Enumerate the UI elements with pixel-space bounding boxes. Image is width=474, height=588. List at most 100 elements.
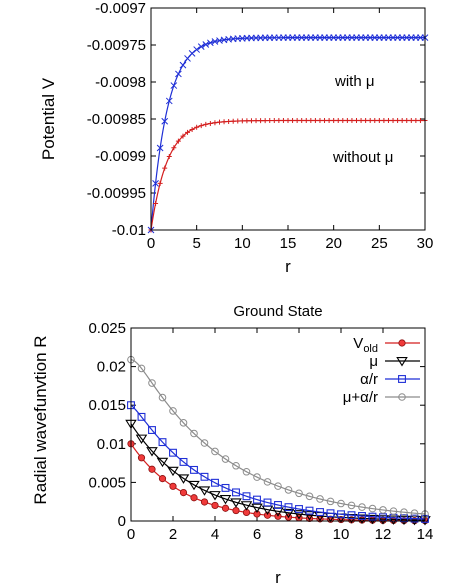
data-point-marker xyxy=(372,117,378,123)
data-point-marker xyxy=(337,510,345,519)
data-point-marker xyxy=(367,117,373,123)
data-point-marker xyxy=(253,495,261,504)
data-point-marker xyxy=(203,121,209,127)
data-point-marker xyxy=(294,117,300,123)
legend-label: α/r xyxy=(360,371,378,388)
data-point-marker xyxy=(189,126,195,132)
data-point-marker xyxy=(232,506,240,515)
data-point-marker xyxy=(152,179,159,187)
data-point-marker xyxy=(326,497,335,506)
data-point-marker xyxy=(358,117,364,123)
y-tick-label: -0.0097 xyxy=(95,0,146,17)
data-point-marker xyxy=(137,412,146,421)
data-point-marker xyxy=(410,509,419,517)
data-point-marker xyxy=(368,512,377,521)
data-point-marker xyxy=(148,426,156,434)
series-1 xyxy=(148,117,428,233)
data-point-marker xyxy=(156,144,164,152)
y-tick-label: 0.02 xyxy=(97,359,126,376)
data-point-marker xyxy=(263,478,272,486)
data-point-marker xyxy=(354,117,359,123)
data-point-marker xyxy=(175,138,181,144)
data-point-marker xyxy=(175,70,182,78)
legend-entry: μ+α/r xyxy=(343,389,420,406)
data-point-marker xyxy=(219,495,232,505)
ground-state-axis-ticks xyxy=(130,327,426,522)
data-point-marker xyxy=(137,364,146,373)
data-point-marker xyxy=(185,129,191,135)
legend-marker xyxy=(398,339,406,347)
data-point-marker xyxy=(235,118,241,124)
data-point-marker xyxy=(387,515,400,525)
legend-marker xyxy=(398,375,406,383)
x-tick-label: 15 xyxy=(280,235,297,252)
x-tick-label: 10 xyxy=(234,235,251,252)
data-point-marker xyxy=(179,419,188,427)
data-point-marker xyxy=(274,501,282,509)
data-point-marker xyxy=(244,118,250,124)
data-point-marker xyxy=(322,117,328,123)
legend-entry: α/r xyxy=(360,371,420,388)
data-point-marker xyxy=(335,117,341,123)
data-point-marker xyxy=(253,118,259,124)
data-point-marker xyxy=(284,486,293,494)
legend-entry: μ xyxy=(369,353,420,370)
data-point-marker xyxy=(400,514,408,523)
series-line xyxy=(150,37,425,231)
data-point-marker xyxy=(167,466,179,477)
data-point-marker xyxy=(251,503,263,514)
data-point-marker xyxy=(404,117,410,123)
y-tick-label: 0.025 xyxy=(88,320,126,337)
data-point-marker xyxy=(344,117,350,123)
data-point-marker xyxy=(135,434,148,444)
potential-y-axis-label: Potential V xyxy=(39,77,58,160)
data-point-marker xyxy=(263,511,272,519)
data-point-marker xyxy=(308,117,314,123)
data-point-marker xyxy=(379,506,387,514)
data-point-marker xyxy=(295,489,303,498)
data-point-marker xyxy=(317,117,323,123)
data-point-marker xyxy=(293,510,305,520)
data-point-marker xyxy=(303,117,309,123)
ground-state-x-axis-label: r xyxy=(275,568,281,587)
data-point-marker xyxy=(179,61,187,69)
data-point-marker xyxy=(337,499,345,508)
series-line xyxy=(150,119,425,231)
data-point-marker xyxy=(248,118,254,124)
legend-entry: Vold xyxy=(353,335,420,355)
data-point-marker xyxy=(390,117,396,123)
potential-chart: 0 5 10 15 20 25 30 -0.01 -0.00995 -0.0099 -0.00985… xyxy=(39,0,433,276)
data-point-marker xyxy=(389,507,398,515)
data-point-marker xyxy=(239,118,245,124)
y-tick-label: -0.0098 xyxy=(95,74,146,91)
data-point-marker xyxy=(263,498,272,507)
y-tick-label: 0.01 xyxy=(97,436,126,453)
data-point-marker xyxy=(363,117,369,123)
series-2 xyxy=(127,401,429,523)
data-point-marker xyxy=(194,124,200,130)
data-point-marker xyxy=(326,117,332,123)
potential-plot-frame xyxy=(150,7,426,231)
data-point-marker xyxy=(280,118,286,124)
data-point-marker xyxy=(395,117,401,123)
data-point-marker xyxy=(368,504,377,513)
data-point-marker xyxy=(207,120,213,126)
data-point-marker xyxy=(376,117,382,123)
data-point-marker xyxy=(221,119,227,125)
data-point-marker xyxy=(177,474,190,484)
legend-marker xyxy=(396,357,408,367)
data-point-marker xyxy=(158,438,167,447)
y-tick-label: 0 xyxy=(118,513,126,530)
data-point-marker xyxy=(146,447,158,457)
data-point-marker xyxy=(211,478,219,487)
x-tick-label: 8 xyxy=(295,526,303,543)
potential-x-axis-label: r xyxy=(285,257,291,276)
data-point-marker xyxy=(349,117,355,123)
series-0 xyxy=(147,34,429,234)
data-point-marker xyxy=(340,117,346,123)
potential-series xyxy=(147,34,429,234)
data-point-marker xyxy=(366,514,379,525)
data-point-marker xyxy=(358,503,366,511)
